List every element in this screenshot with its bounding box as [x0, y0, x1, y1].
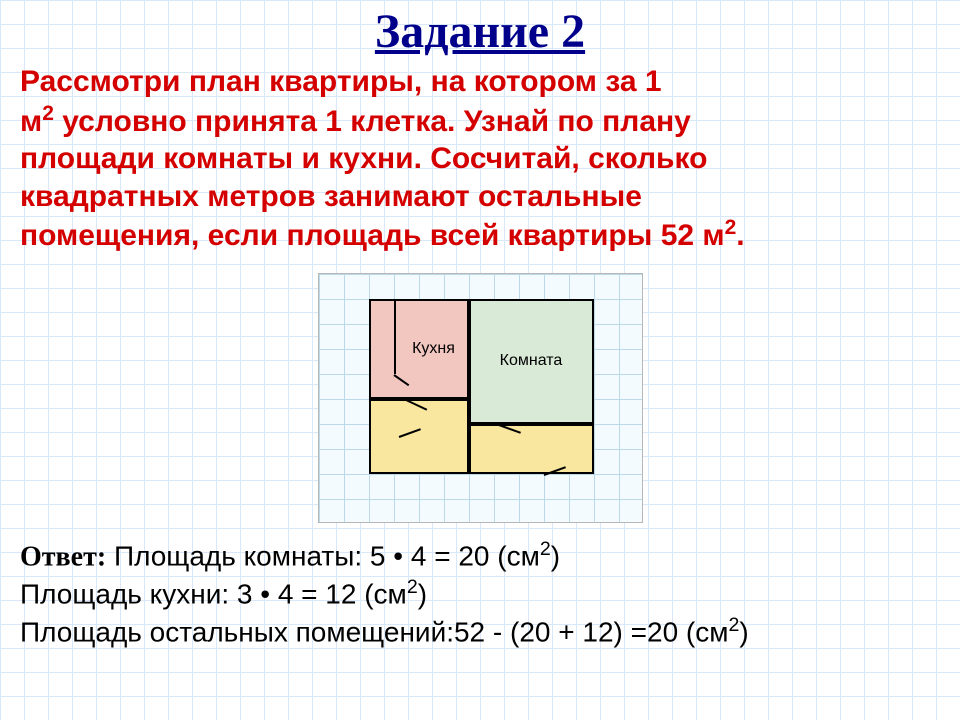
task-title: Задание 2	[20, 0, 940, 59]
answer-line3a: Площадь остальных помещений:52 - (20 + 1…	[20, 616, 729, 647]
task-line4: квадратных метров занимают остальные	[20, 180, 642, 213]
task-line2a: м	[20, 105, 42, 138]
wall-stub	[394, 299, 396, 374]
answer-line2b: )	[418, 579, 427, 610]
answer-line3-sup: 2	[729, 614, 740, 636]
answer-line2a: Площадь кухни: 3 • 4 = 12 (см	[20, 579, 407, 610]
task-line2-sup: 2	[42, 102, 54, 125]
answer-line1a: Площадь комнаты: 5 • 4 = 20 (см	[106, 540, 540, 571]
task-line5-sup: 2	[725, 216, 737, 239]
diagram-wrap: КухняКомната	[20, 273, 940, 523]
task-line1: Рассмотри план квартиры, на котором за 1	[20, 65, 662, 98]
answer-block: Ответ: Площадь комнаты: 5 • 4 = 20 (см2)…	[20, 537, 940, 651]
answer-line1-sup: 2	[540, 538, 551, 560]
task-text: Рассмотри план квартиры, на котором за 1…	[20, 63, 940, 255]
answer-line2-sup: 2	[407, 576, 418, 598]
answer-label: Ответ:	[20, 541, 106, 572]
task-line5b: .	[736, 219, 744, 252]
answer-line1b: )	[551, 540, 560, 571]
answer-line3b: )	[739, 616, 748, 647]
content: Задание 2 Рассмотри план квартиры, на ко…	[0, 0, 960, 651]
task-line5a: помещения, если площадь всей квартиры 52…	[20, 219, 725, 252]
task-line2b: условно принята 1 клетка. Узнай по плану	[54, 105, 691, 138]
plan-outline	[369, 299, 594, 474]
task-line3: площади комнаты и кухни. Сосчитай, сколь…	[20, 142, 707, 175]
floor-plan-diagram: КухняКомната	[318, 273, 643, 523]
